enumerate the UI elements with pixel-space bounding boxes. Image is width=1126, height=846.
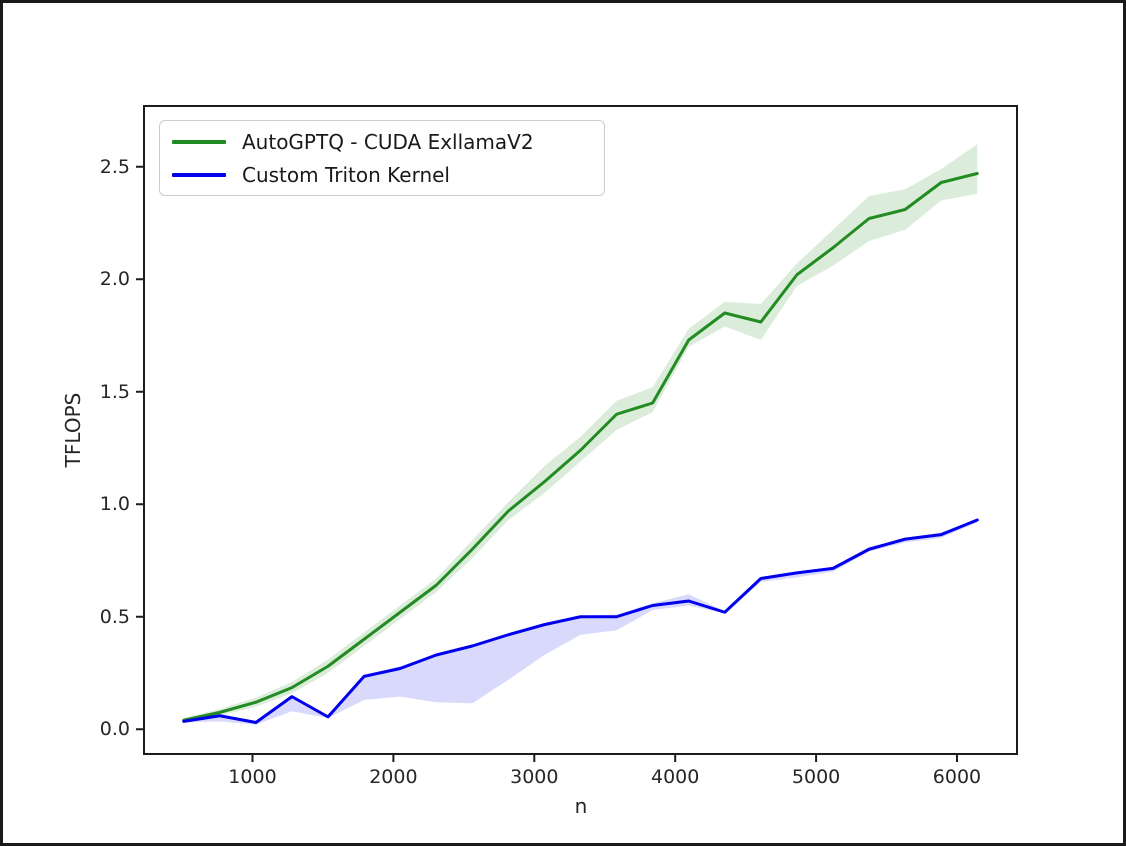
y-tick-label-2.5: 2.5 xyxy=(99,155,130,178)
y-axis-label: TFLOPS xyxy=(61,392,85,468)
y-tick-label-1.0: 1.0 xyxy=(99,493,130,516)
plot-area xyxy=(136,105,1018,762)
x-tick-label-5000: 5000 xyxy=(791,766,841,788)
legend-label-triton: Custom Triton Kernel xyxy=(242,162,450,187)
x-tick-label-3000: 3000 xyxy=(510,766,559,788)
legend-entry-triton: Custom Triton Kernel xyxy=(172,163,592,187)
legend-entry-autogptq: AutoGPTQ - CUDA ExllamaV2 xyxy=(172,130,592,154)
y-tick-label-0.0: 0.0 xyxy=(99,718,130,741)
legend-label-autogptq: AutoGPTQ - CUDA ExllamaV2 xyxy=(242,129,534,154)
x-axis-label: n xyxy=(574,794,588,818)
legend-line-swatch-blue xyxy=(172,172,226,177)
x-tick-label-2000: 2000 xyxy=(369,766,418,788)
y-tick-label-2.0: 2.0 xyxy=(99,268,130,291)
y-tick-label-0.5: 0.5 xyxy=(99,605,130,628)
legend: AutoGPTQ - CUDA ExllamaV2 Custom Triton … xyxy=(159,120,605,196)
data-line-0 xyxy=(182,172,979,722)
x-tick-label-6000: 6000 xyxy=(932,766,982,788)
data-line-1 xyxy=(182,518,979,724)
legend-line-swatch-green xyxy=(172,139,226,144)
confidence-band-0 xyxy=(183,144,978,723)
x-tick-label-4000: 4000 xyxy=(650,766,700,788)
confidence-band-1 xyxy=(183,518,978,725)
x-tick-label-1000: 1000 xyxy=(228,766,277,788)
y-tick-label-1.5: 1.5 xyxy=(99,380,130,403)
